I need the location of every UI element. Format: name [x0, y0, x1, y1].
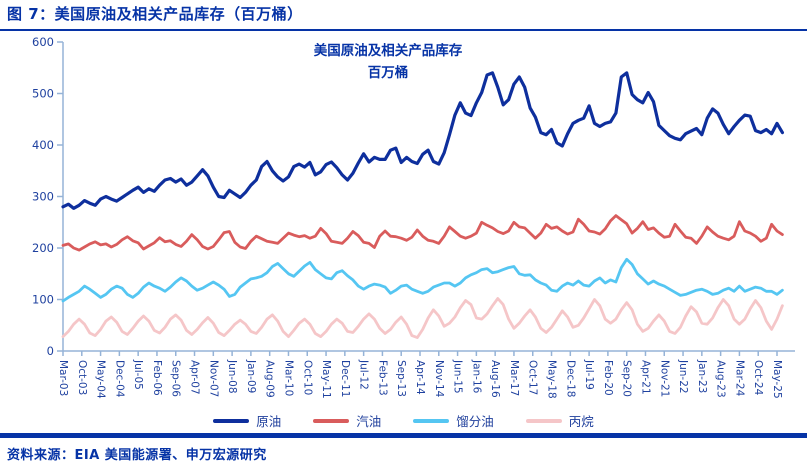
legend-label-gasoline: 汽油 [356, 414, 382, 429]
x-axis-tick-label: Sep-06 [170, 360, 182, 397]
y-axis-tick-label: 100 [32, 293, 54, 307]
chart-title: 美国原油及相关产品库存 [313, 43, 463, 59]
x-axis-tick-label: Jan-23 [696, 359, 708, 393]
x-axis-tick-label: May-11 [320, 360, 332, 399]
x-axis-tick-label: Sep-20 [621, 360, 633, 397]
x-axis-tick-label: Sep-13 [395, 360, 407, 397]
x-axis-tick-label: Feb-06 [151, 360, 163, 396]
y-axis-tick-label: 0 [47, 344, 54, 358]
x-axis-tick-label: Oct-24 [752, 360, 764, 396]
x-axis-tick-label: May-04 [95, 360, 107, 399]
x-axis-tick-label: Jun-15 [452, 359, 464, 394]
legend-item-propane: 丙烷 [525, 411, 594, 430]
x-axis-tick-label: Apr-21 [639, 360, 651, 395]
chart-subtitle: 百万桶 [367, 65, 409, 81]
figure-title: 图 7：美国原油及相关产品库存（百万桶） [7, 5, 303, 23]
y-axis-tick-label: 300 [32, 190, 54, 204]
x-axis-tick-label: Feb-20 [602, 360, 614, 396]
legend-swatch-gasoline [313, 418, 350, 423]
x-axis-tick-label: Nov-14 [433, 360, 445, 398]
legend-label-crude: 原油 [256, 414, 282, 429]
x-axis-tick-label: Aug-09 [264, 360, 276, 398]
series-gasoline [61, 214, 784, 252]
chart-svg: 0 100 200 300 400 500 600 Mar-03 Oct-03 May-04 Dec… [32, 35, 795, 399]
chart-legend: 原油 汽油 馏分油 丙烷 [0, 411, 807, 430]
legend-swatch-distillate [413, 418, 450, 423]
series-propane [61, 297, 784, 340]
footer-divider [0, 433, 807, 438]
x-axis-tick-label: Jul-12 [358, 359, 370, 390]
x-axis-tick-label: Oct-03 [76, 360, 88, 395]
x-axis-tick-label: Mar-24 [733, 360, 745, 397]
legend-item-distillate: 馏分油 [413, 411, 494, 430]
x-axis-tick-label: Jul-05 [132, 359, 144, 390]
y-axis-tick-label: 200 [32, 241, 54, 255]
series-crude [61, 71, 785, 210]
x-axis-tick-label: Oct-17 [527, 360, 539, 395]
x-axis-tick-label: Oct-10 [301, 360, 313, 395]
x-axis-tick-label: Mar-03 [57, 360, 69, 396]
x-axis-tick-label: Nov-21 [658, 360, 670, 397]
x-axis-tick-label: Dec-11 [339, 360, 351, 397]
legend-label-propane: 丙烷 [568, 414, 594, 429]
title-divider [0, 29, 807, 31]
x-axis-tick-label: Aug-23 [715, 360, 727, 398]
x-axis-tick-label: Jun-08 [226, 359, 238, 394]
legend-item-gasoline: 汽油 [313, 411, 381, 430]
x-axis-tick-label: Jun-22 [677, 359, 689, 394]
y-axis-tick-label: 600 [32, 35, 54, 49]
legend-label-distillate: 馏分油 [456, 414, 494, 429]
x-axis-tick-label: Aug-16 [489, 360, 501, 398]
x-axis-tick-label: Apr-07 [189, 360, 201, 395]
x-axis-tick-label: Dec-18 [564, 360, 576, 397]
legend-swatch-propane [525, 418, 562, 423]
x-axis-tick-label: May-25 [771, 360, 783, 399]
x-axis-tick-label: Jan-16 [470, 359, 482, 394]
x-axis-tick-label: Jan-09 [245, 359, 257, 393]
series-distillate [61, 257, 784, 303]
x-axis-tick-label: Mar-17 [508, 360, 520, 396]
x-axis-tick-label: Mar-10 [282, 360, 294, 396]
x-axis-tick-label: May-18 [546, 360, 558, 399]
legend-item-crude: 原油 [213, 411, 281, 430]
x-axis-tick-label: Feb-13 [376, 360, 388, 396]
source-note: 资料来源：EIA 美国能源署、申万宏源研究 [7, 448, 267, 463]
x-axis-tick-label: Jul-19 [583, 359, 595, 390]
x-axis-tick-label: Apr-14 [414, 360, 426, 395]
y-axis-tick-label: 500 [32, 87, 54, 101]
x-axis-tick-label: Dec-04 [113, 360, 125, 398]
y-axis-tick-label: 400 [32, 138, 54, 152]
x-axis-tick-label: Nov-07 [207, 360, 219, 397]
legend-swatch-crude [213, 418, 250, 423]
